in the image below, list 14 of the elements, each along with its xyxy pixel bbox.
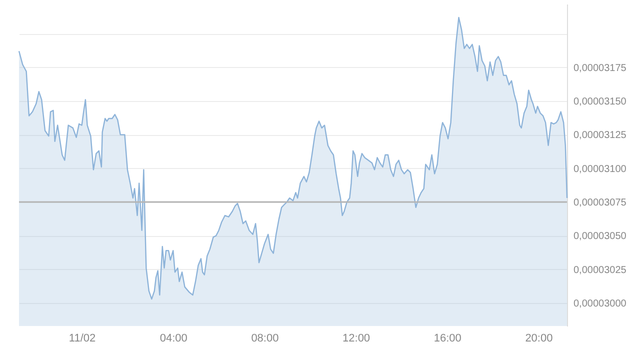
y-tick-label: 0,00003175 — [574, 62, 627, 74]
y-tick-label: 0,00003125 — [574, 130, 627, 142]
y-tick-label: 0,00003025 — [574, 264, 627, 276]
x-tick-label: 20:00 — [525, 332, 553, 344]
y-tick-label: 0,00003075 — [574, 198, 627, 209]
x-tick-label: 04:00 — [160, 332, 188, 344]
x-tick-label: 11/02 — [68, 332, 96, 344]
y-tick-label: 0,00003050 — [574, 231, 627, 242]
y-tick-label: 0,00003100 — [574, 164, 627, 175]
x-tick-label: 16:00 — [434, 332, 462, 344]
y-tick-label: 0,00003150 — [574, 96, 627, 108]
x-tick-label: 12:00 — [342, 332, 370, 344]
x-tick-label: 08:00 — [251, 332, 279, 344]
y-tick-label: 0,00003000 — [574, 298, 627, 310]
